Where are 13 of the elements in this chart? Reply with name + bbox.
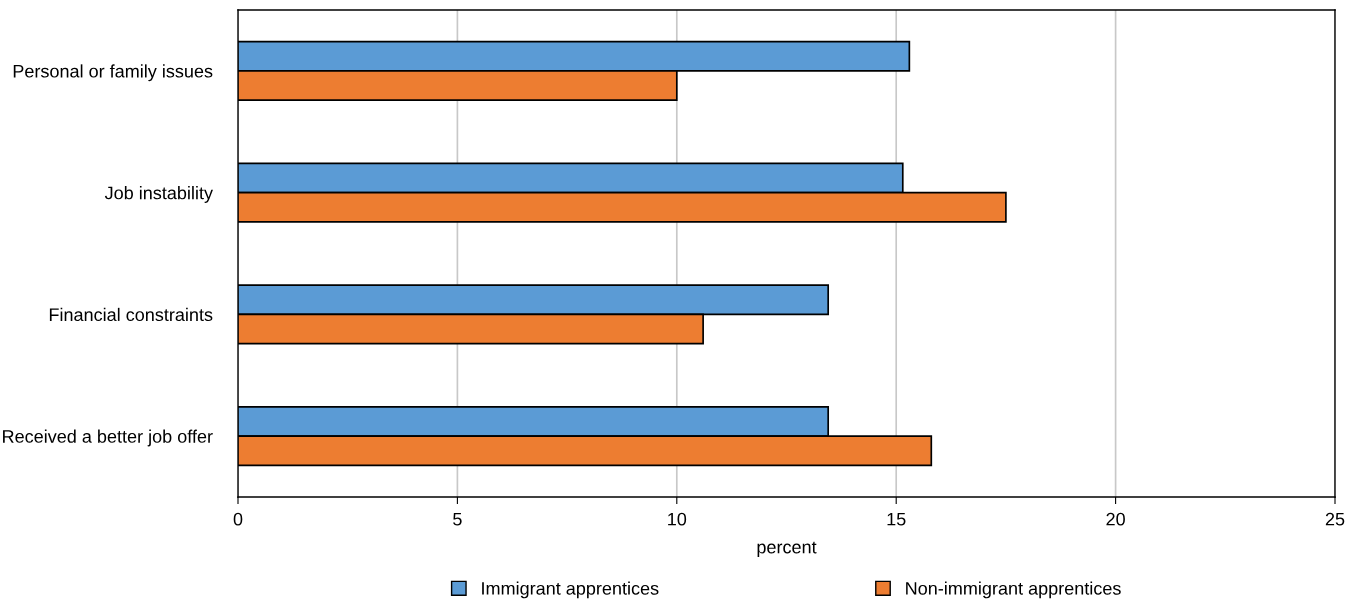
y-tick-label: Personal or family issues	[13, 64, 213, 82]
x-tick-label: 0	[233, 512, 243, 526]
x-tick-label: 5	[453, 512, 462, 526]
x-tick-label: 25	[1325, 512, 1345, 526]
x-tick-label: 10	[668, 512, 687, 526]
y-tick-label: Received a better job offer	[3, 429, 213, 447]
legend-label: Immigrant apprentices	[482, 581, 659, 599]
legend-label: Non-immigrant apprentices	[906, 581, 1121, 599]
x-tick-label: 20	[1106, 512, 1125, 526]
y-tick-label: Job instability	[104, 186, 213, 203]
x-axis-title: percent	[757, 541, 817, 558]
y-tick-label: Financial constraints	[49, 307, 213, 322]
x-tick-label: 15	[887, 512, 906, 526]
